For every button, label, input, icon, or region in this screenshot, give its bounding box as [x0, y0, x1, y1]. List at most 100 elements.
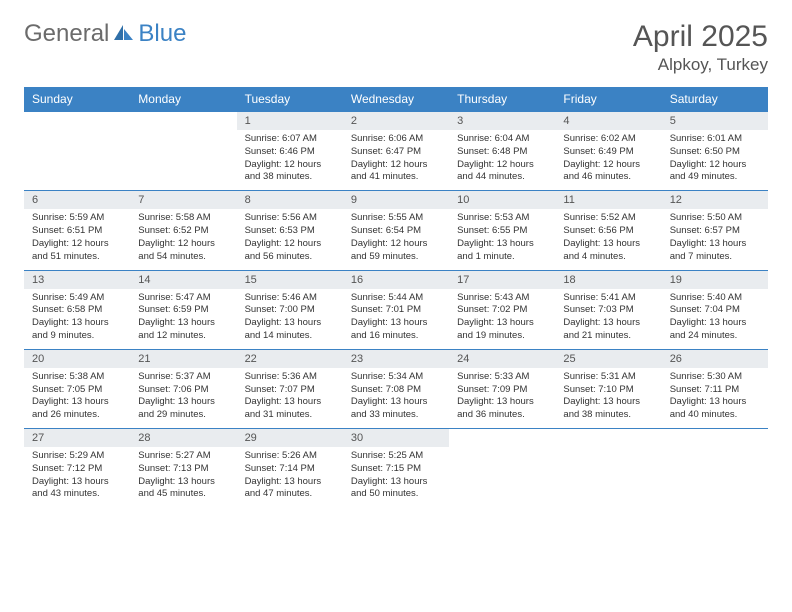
calendar-cell [449, 429, 555, 508]
sunset-text: Sunset: 7:00 PM [245, 304, 335, 317]
daylight-text: Daylight: 13 hours and 14 minutes. [245, 317, 335, 343]
day-details: Sunrise: 5:41 AMSunset: 7:03 PMDaylight:… [555, 289, 661, 349]
sunrise-text: Sunrise: 5:59 AM [32, 212, 122, 225]
day-details: Sunrise: 5:52 AMSunset: 6:56 PMDaylight:… [555, 209, 661, 269]
daylight-text: Daylight: 12 hours and 56 minutes. [245, 238, 335, 264]
day-details: Sunrise: 5:55 AMSunset: 6:54 PMDaylight:… [343, 209, 449, 269]
weekday-header-row: Sunday Monday Tuesday Wednesday Thursday… [24, 87, 768, 112]
calendar-cell: 2Sunrise: 6:06 AMSunset: 6:47 PMDaylight… [343, 112, 449, 191]
day-details: Sunrise: 5:31 AMSunset: 7:10 PMDaylight:… [555, 368, 661, 428]
calendar-cell: 14Sunrise: 5:47 AMSunset: 6:59 PMDayligh… [130, 270, 236, 349]
location-label: Alpkoy, Turkey [633, 55, 768, 75]
calendar-cell: 17Sunrise: 5:43 AMSunset: 7:02 PMDayligh… [449, 270, 555, 349]
day-number: 7 [130, 191, 236, 209]
daylight-text: Daylight: 13 hours and 29 minutes. [138, 396, 228, 422]
sunrise-text: Sunrise: 5:38 AM [32, 371, 122, 384]
sunset-text: Sunset: 6:55 PM [457, 225, 547, 238]
calendar-cell: 26Sunrise: 5:30 AMSunset: 7:11 PMDayligh… [662, 349, 768, 428]
daylight-text: Daylight: 13 hours and 21 minutes. [563, 317, 653, 343]
day-details: Sunrise: 5:53 AMSunset: 6:55 PMDaylight:… [449, 209, 555, 269]
sunset-text: Sunset: 7:06 PM [138, 384, 228, 397]
daylight-text: Daylight: 12 hours and 41 minutes. [351, 159, 441, 185]
sunrise-text: Sunrise: 5:44 AM [351, 292, 441, 305]
sunset-text: Sunset: 6:47 PM [351, 146, 441, 159]
sunrise-text: Sunrise: 5:27 AM [138, 450, 228, 463]
sunset-text: Sunset: 7:01 PM [351, 304, 441, 317]
brand-part2: Blue [138, 20, 186, 48]
day-details: Sunrise: 5:46 AMSunset: 7:00 PMDaylight:… [237, 289, 343, 349]
daylight-text: Daylight: 13 hours and 50 minutes. [351, 476, 441, 502]
calendar-cell: 4Sunrise: 6:02 AMSunset: 6:49 PMDaylight… [555, 112, 661, 191]
sunrise-text: Sunrise: 5:50 AM [670, 212, 760, 225]
calendar-table: Sunday Monday Tuesday Wednesday Thursday… [24, 87, 768, 507]
day-details: Sunrise: 5:44 AMSunset: 7:01 PMDaylight:… [343, 289, 449, 349]
page-header: General Blue April 2025 Alpkoy, Turkey [24, 20, 768, 75]
daylight-text: Daylight: 13 hours and 45 minutes. [138, 476, 228, 502]
calendar-cell [24, 112, 130, 191]
sunrise-text: Sunrise: 5:31 AM [563, 371, 653, 384]
sunset-text: Sunset: 7:09 PM [457, 384, 547, 397]
sunset-text: Sunset: 6:53 PM [245, 225, 335, 238]
sunset-text: Sunset: 6:46 PM [245, 146, 335, 159]
sunrise-text: Sunrise: 5:33 AM [457, 371, 547, 384]
daylight-text: Daylight: 13 hours and 47 minutes. [245, 476, 335, 502]
day-number: 9 [343, 191, 449, 209]
day-details: Sunrise: 5:25 AMSunset: 7:15 PMDaylight:… [343, 447, 449, 507]
calendar-cell: 10Sunrise: 5:53 AMSunset: 6:55 PMDayligh… [449, 191, 555, 270]
day-details: Sunrise: 5:50 AMSunset: 6:57 PMDaylight:… [662, 209, 768, 269]
calendar-cell: 15Sunrise: 5:46 AMSunset: 7:00 PMDayligh… [237, 270, 343, 349]
day-details: Sunrise: 5:26 AMSunset: 7:14 PMDaylight:… [237, 447, 343, 507]
day-number: 27 [24, 429, 130, 447]
calendar-cell: 13Sunrise: 5:49 AMSunset: 6:58 PMDayligh… [24, 270, 130, 349]
daylight-text: Daylight: 13 hours and 36 minutes. [457, 396, 547, 422]
day-number: 13 [24, 271, 130, 289]
day-number: 23 [343, 350, 449, 368]
weekday-header: Monday [130, 87, 236, 112]
sunrise-text: Sunrise: 5:53 AM [457, 212, 547, 225]
sunset-text: Sunset: 7:07 PM [245, 384, 335, 397]
sunrise-text: Sunrise: 5:46 AM [245, 292, 335, 305]
day-details: Sunrise: 6:02 AMSunset: 6:49 PMDaylight:… [555, 130, 661, 190]
sunrise-text: Sunrise: 5:55 AM [351, 212, 441, 225]
sunset-text: Sunset: 6:56 PM [563, 225, 653, 238]
calendar-cell: 24Sunrise: 5:33 AMSunset: 7:09 PMDayligh… [449, 349, 555, 428]
daylight-text: Daylight: 12 hours and 46 minutes. [563, 159, 653, 185]
calendar-cell: 29Sunrise: 5:26 AMSunset: 7:14 PMDayligh… [237, 429, 343, 508]
daylight-text: Daylight: 13 hours and 40 minutes. [670, 396, 760, 422]
month-title: April 2025 [633, 20, 768, 53]
day-number: 8 [237, 191, 343, 209]
daylight-text: Daylight: 12 hours and 59 minutes. [351, 238, 441, 264]
daylight-text: Daylight: 13 hours and 24 minutes. [670, 317, 760, 343]
weekday-header: Friday [555, 87, 661, 112]
daylight-text: Daylight: 13 hours and 16 minutes. [351, 317, 441, 343]
calendar-cell: 19Sunrise: 5:40 AMSunset: 7:04 PMDayligh… [662, 270, 768, 349]
sunrise-text: Sunrise: 6:04 AM [457, 133, 547, 146]
day-number: 2 [343, 112, 449, 130]
weekday-header: Thursday [449, 87, 555, 112]
day-details: Sunrise: 5:37 AMSunset: 7:06 PMDaylight:… [130, 368, 236, 428]
day-number: 25 [555, 350, 661, 368]
sunrise-text: Sunrise: 5:34 AM [351, 371, 441, 384]
sunset-text: Sunset: 7:15 PM [351, 463, 441, 476]
sunset-text: Sunset: 6:58 PM [32, 304, 122, 317]
day-details: Sunrise: 5:34 AMSunset: 7:08 PMDaylight:… [343, 368, 449, 428]
calendar-cell [130, 112, 236, 191]
calendar-cell: 30Sunrise: 5:25 AMSunset: 7:15 PMDayligh… [343, 429, 449, 508]
weekday-header: Sunday [24, 87, 130, 112]
day-details: Sunrise: 5:33 AMSunset: 7:09 PMDaylight:… [449, 368, 555, 428]
sunset-text: Sunset: 6:51 PM [32, 225, 122, 238]
day-details: Sunrise: 6:04 AMSunset: 6:48 PMDaylight:… [449, 130, 555, 190]
daylight-text: Daylight: 12 hours and 38 minutes. [245, 159, 335, 185]
calendar-cell: 7Sunrise: 5:58 AMSunset: 6:52 PMDaylight… [130, 191, 236, 270]
calendar-cell: 16Sunrise: 5:44 AMSunset: 7:01 PMDayligh… [343, 270, 449, 349]
sunset-text: Sunset: 6:48 PM [457, 146, 547, 159]
sunrise-text: Sunrise: 5:37 AM [138, 371, 228, 384]
calendar-cell: 23Sunrise: 5:34 AMSunset: 7:08 PMDayligh… [343, 349, 449, 428]
sunset-text: Sunset: 6:50 PM [670, 146, 760, 159]
day-number: 21 [130, 350, 236, 368]
calendar-cell: 5Sunrise: 6:01 AMSunset: 6:50 PMDaylight… [662, 112, 768, 191]
daylight-text: Daylight: 13 hours and 33 minutes. [351, 396, 441, 422]
calendar-week-row: 1Sunrise: 6:07 AMSunset: 6:46 PMDaylight… [24, 112, 768, 191]
sunset-text: Sunset: 7:02 PM [457, 304, 547, 317]
day-details: Sunrise: 5:27 AMSunset: 7:13 PMDaylight:… [130, 447, 236, 507]
